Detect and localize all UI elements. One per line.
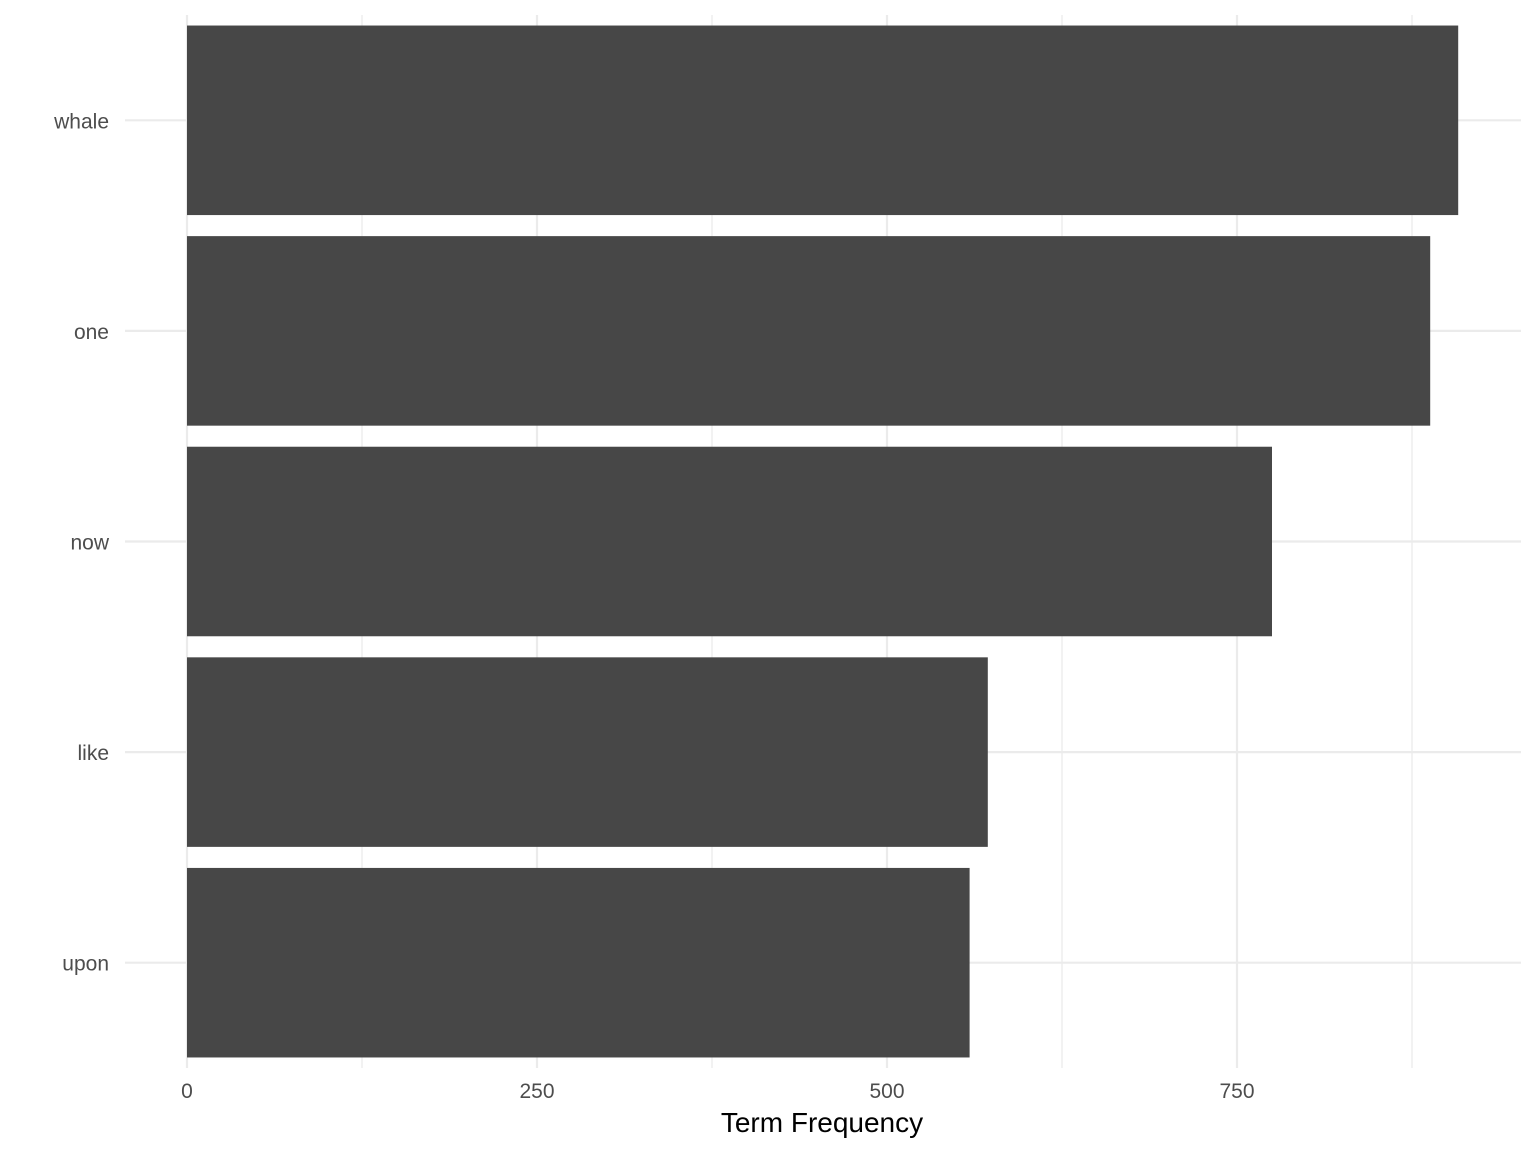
y-tick-label: whale xyxy=(53,110,109,133)
x-tick-label: 750 xyxy=(1219,1080,1254,1103)
bar-now xyxy=(187,446,1272,637)
x-tick-label: 500 xyxy=(869,1080,904,1103)
x-tick-label: 0 xyxy=(181,1080,193,1103)
bar-whale xyxy=(187,25,1459,216)
y-axis-labels: whale one now like upon xyxy=(53,110,110,975)
x-axis-labels: 0 250 500 750 xyxy=(181,1080,1254,1103)
y-tick-label: now xyxy=(70,532,109,555)
x-axis-title: Term Frequency xyxy=(721,1107,923,1138)
y-tick-label: like xyxy=(77,742,109,765)
bar-one xyxy=(187,236,1431,426)
x-tick-label: 250 xyxy=(519,1080,554,1103)
bar-like xyxy=(187,657,988,847)
bars xyxy=(187,25,1459,1058)
bar-upon xyxy=(187,867,970,1058)
y-tick-label: one xyxy=(74,321,109,344)
y-tick-label: upon xyxy=(62,953,109,976)
